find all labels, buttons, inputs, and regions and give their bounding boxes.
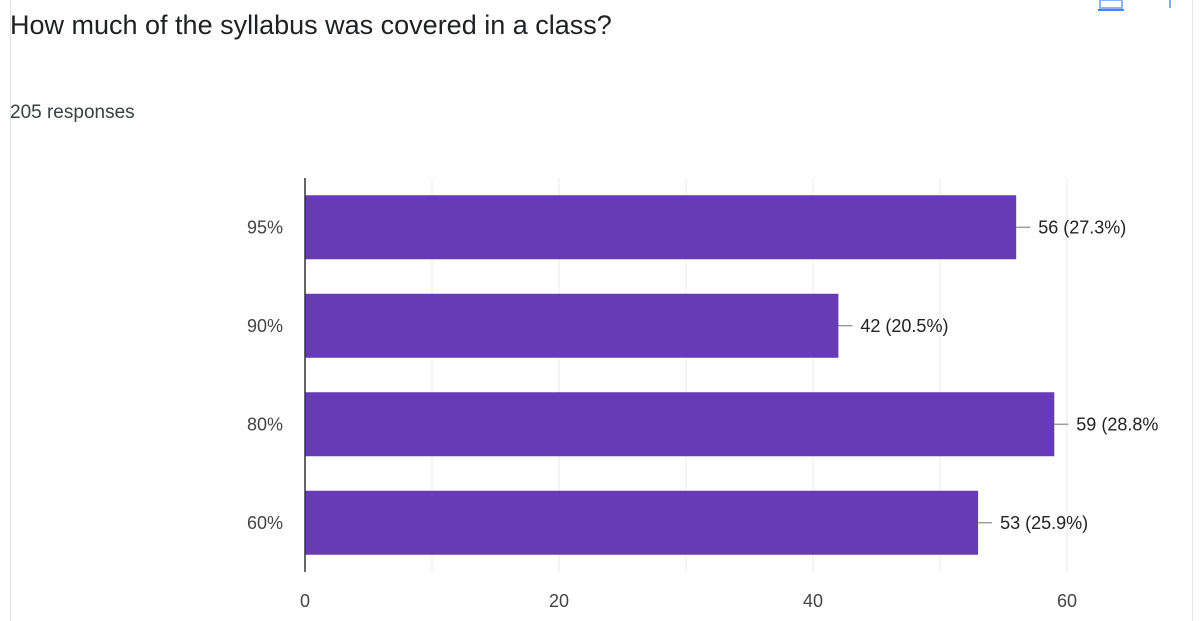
card-left-border <box>10 0 11 621</box>
bar <box>305 392 1055 457</box>
bar-data-label: 42 (20.5%) <box>860 316 948 336</box>
bar <box>305 195 1017 260</box>
x-tick-label: 20 <box>549 591 569 611</box>
x-tick-label: 40 <box>803 591 823 611</box>
bar-data-label: 59 (28.8% <box>1076 414 1158 434</box>
response-count: 205 responses <box>10 102 135 123</box>
y-category-label: 95% <box>247 217 283 237</box>
y-category-label: 60% <box>247 513 283 533</box>
bar <box>305 490 979 555</box>
copy-chart-icon[interactable] <box>1098 0 1124 12</box>
y-category-label: 80% <box>247 414 283 434</box>
x-tick-label: 0 <box>300 591 310 611</box>
bar-data-label: 56 (27.3%) <box>1038 217 1126 237</box>
x-tick-label: 60 <box>1057 591 1077 611</box>
y-category-label: 90% <box>247 316 283 336</box>
label-layer: 95% 56 (27.3%) 90% 42 (20.5%) 80% 59 (28.8% 60… <box>247 217 1158 533</box>
axis-layer: 0 20 40 60 <box>300 178 1077 611</box>
corner-tick-mark <box>1169 0 1171 8</box>
card-right-border <box>1192 0 1193 621</box>
bar <box>305 293 839 358</box>
bar-layer <box>305 195 1055 555</box>
bar-data-label: 53 (25.9%) <box>1000 513 1088 533</box>
question-title: How much of the syllabus was covered in … <box>10 10 612 40</box>
